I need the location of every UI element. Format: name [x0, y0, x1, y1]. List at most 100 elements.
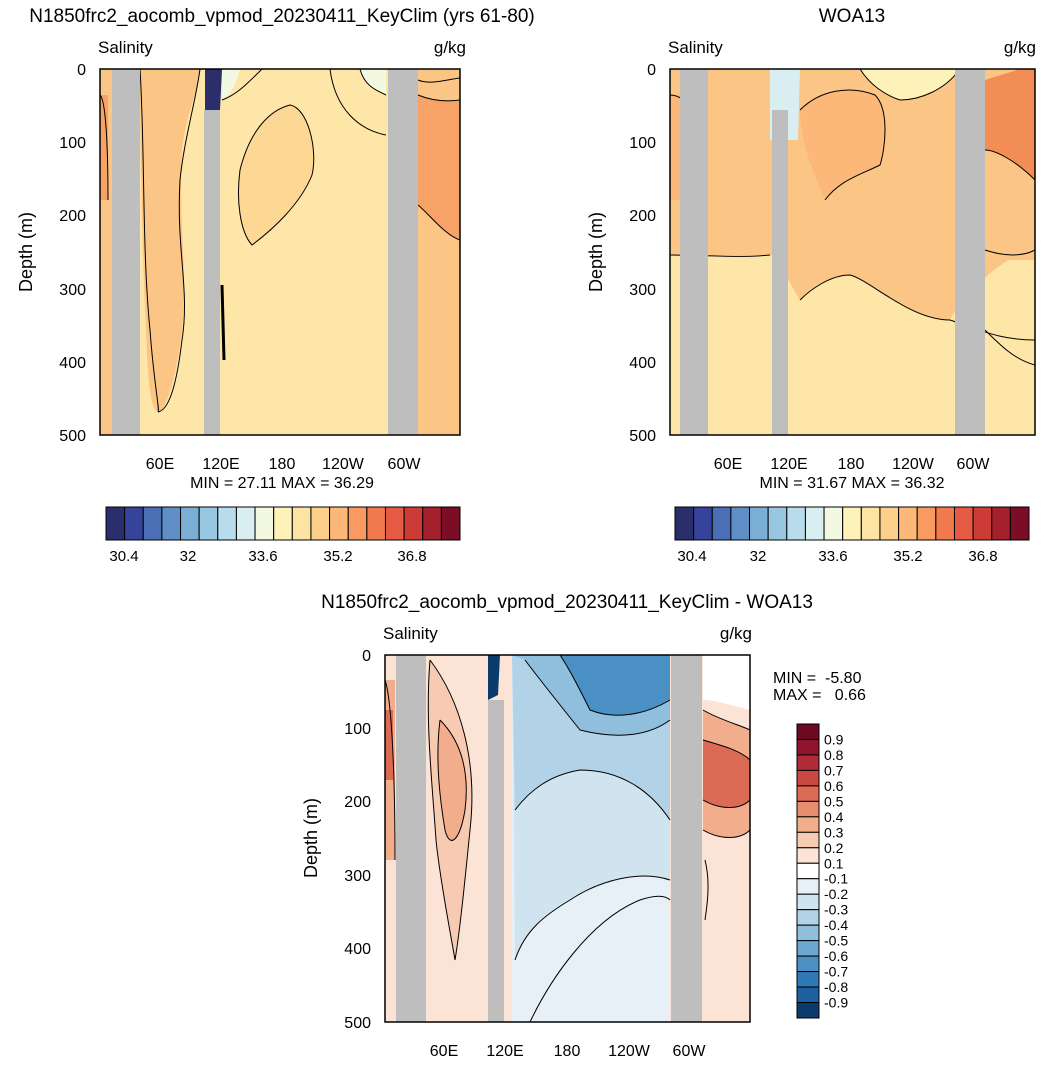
- diff-colorbar-swatch: [796, 986, 820, 1004]
- diff-colorbar-swatch: [796, 769, 820, 787]
- diff-colorbar: 0.90.80.70.60.50.40.30.20.1-0.1-0.2-0.3-…: [796, 723, 848, 1019]
- obs-land-band-africa: [680, 69, 708, 435]
- diff-ytick-300: 300: [344, 868, 371, 885]
- model-land-band-africa: [112, 69, 140, 435]
- obs-contour-7: [859, 69, 961, 101]
- obs-region-atlantic-core: [985, 69, 1035, 180]
- panel-diff: N1850frc2_aocomb_vpmod_20230411_KeyClim …: [301, 592, 866, 1060]
- diff-contour-4: [559, 655, 671, 716]
- diff-contour-12: [702, 799, 750, 808]
- model-ytick-500: 500: [59, 428, 86, 445]
- model-contour-10: [359, 69, 387, 96]
- diff-colorbar-swatch: [796, 971, 820, 988]
- diff-colorbar-label: -0.4: [824, 917, 848, 933]
- obs-colorbar-swatch: [898, 506, 918, 541]
- model-ytick-100: 100: [59, 135, 86, 152]
- model-colorbar-swatch: [161, 506, 182, 541]
- diff-colorbar-swatch: [796, 800, 820, 818]
- diff-colorbar-swatch: [796, 862, 820, 880]
- diff-stats-min: MIN = -5.80: [773, 670, 862, 687]
- panel-model-ylabel: Depth (m): [16, 212, 36, 292]
- obs-colorbar-label-35-2: 35.2: [893, 548, 922, 565]
- obs-contour-2: [799, 89, 886, 201]
- diff-colorbar-label: -0.9: [824, 995, 848, 1011]
- obs-colorbar-swatch: [879, 506, 900, 541]
- model-region-fresh-surface: [205, 69, 222, 115]
- obs-ytick-400: 400: [629, 355, 656, 372]
- panel-obs-plot: [670, 69, 1035, 435]
- diff-contour-3: [524, 659, 671, 736]
- obs-land-band-indonesia: [772, 110, 788, 435]
- model-contour-2: [157, 69, 201, 413]
- obs-region-upper-layer: [670, 69, 1035, 320]
- obs-colorbar: [674, 506, 1030, 541]
- model-colorbar: [105, 506, 461, 541]
- obs-colorbar-swatch: [693, 506, 713, 541]
- obs-colorbar-swatch: [935, 506, 955, 541]
- model-colorbar-label-30-4: 30.4: [109, 548, 138, 565]
- panel-diff-plot: [385, 655, 750, 1022]
- obs-colorbar-swatch: [972, 506, 993, 541]
- model-xtick-180: 180: [269, 456, 296, 473]
- obs-xtick-60w: 60W: [957, 456, 991, 473]
- diff-colorbar-label: -0.7: [824, 964, 848, 980]
- model-xtick-120e: 120E: [202, 456, 239, 473]
- diff-xtick-60w: 60W: [673, 1043, 707, 1060]
- obs-contour-1: [799, 274, 1035, 341]
- model-colorbar-swatch: [347, 506, 368, 541]
- diff-colorbar-label: 0.2: [824, 840, 844, 856]
- diff-ytick-0: 0: [362, 648, 371, 665]
- model-xtick-120w: 120W: [322, 456, 365, 473]
- panel-diff-left-label: Salinity: [383, 624, 438, 643]
- panel-obs-units: g/kg: [1004, 38, 1036, 57]
- model-contour-6: [417, 204, 460, 241]
- obs-colorbar-label-36-8: 36.8: [968, 548, 997, 565]
- diff-contour-1: [514, 875, 671, 961]
- obs-xtick-120e: 120E: [770, 456, 807, 473]
- model-ytick-300: 300: [59, 282, 86, 299]
- model-colorbar-swatch: [217, 506, 237, 541]
- model-colorbar-swatch: [329, 506, 349, 541]
- diff-colorbar-swatch: [796, 847, 820, 864]
- obs-colorbar-labels: 30.4 32 33.6 35.2 36.8: [677, 548, 997, 565]
- model-colorbar-swatch: [384, 506, 405, 541]
- diff-stats-max: MAX = 0.66: [773, 687, 866, 704]
- model-colorbar-swatch: [142, 506, 163, 541]
- model-ytick-0: 0: [77, 62, 86, 79]
- panel-obs-left-label: Salinity: [668, 38, 723, 57]
- obs-colorbar-swatch: [767, 506, 788, 541]
- diff-colorbar-label: 0.5: [824, 793, 844, 809]
- diff-colorbar-swatch: [796, 1002, 820, 1019]
- panel-diff-units: g/kg: [720, 624, 752, 643]
- panel-diff-ylabel: Depth (m): [301, 798, 321, 878]
- diff-contour-5: [529, 895, 671, 1022]
- diff-land-band-americas: [671, 655, 702, 1022]
- obs-colorbar-swatch: [916, 506, 937, 541]
- model-colorbar-swatch: [366, 506, 386, 541]
- diff-colorbar-label: -0.1: [824, 871, 848, 887]
- diff-contour-6: [427, 659, 456, 961]
- model-colorbar-label-33-6: 33.6: [248, 548, 277, 565]
- obs-contour-5: [984, 149, 1035, 181]
- obs-colorbar-swatch: [786, 506, 806, 541]
- obs-stats: MIN = 31.67 MAX = 36.32: [760, 475, 945, 492]
- diff-colorbar-label: -0.5: [824, 933, 848, 949]
- diff-colorbar-swatch: [796, 785, 820, 802]
- model-colorbar-swatch: [105, 506, 126, 541]
- model-colorbar-label-35-2: 35.2: [323, 548, 352, 565]
- model-colorbar-swatch: [291, 506, 312, 541]
- diff-contour-8: [437, 719, 467, 841]
- obs-ytick-200: 200: [629, 208, 656, 225]
- panel-model-title: N1850frc2_aocomb_vpmod_20230411_KeyClim …: [29, 6, 535, 27]
- diff-xtick-60e: 60E: [430, 1043, 458, 1060]
- model-xtick-60w: 60W: [388, 456, 422, 473]
- obs-colorbar-swatch: [749, 506, 769, 541]
- diff-colorbar-swatch: [796, 940, 820, 957]
- diff-contour-2: [514, 769, 671, 821]
- panel-model-axes: 0 100 200 300 400 500 60E 120E 180 120W …: [59, 62, 421, 492]
- diff-contour-10: [702, 829, 750, 838]
- model-contour-1: [139, 69, 159, 413]
- diff-colorbar-swatch: [796, 878, 820, 895]
- diff-colorbar-swatch: [796, 909, 820, 926]
- diff-colorbar-swatch: [796, 893, 820, 911]
